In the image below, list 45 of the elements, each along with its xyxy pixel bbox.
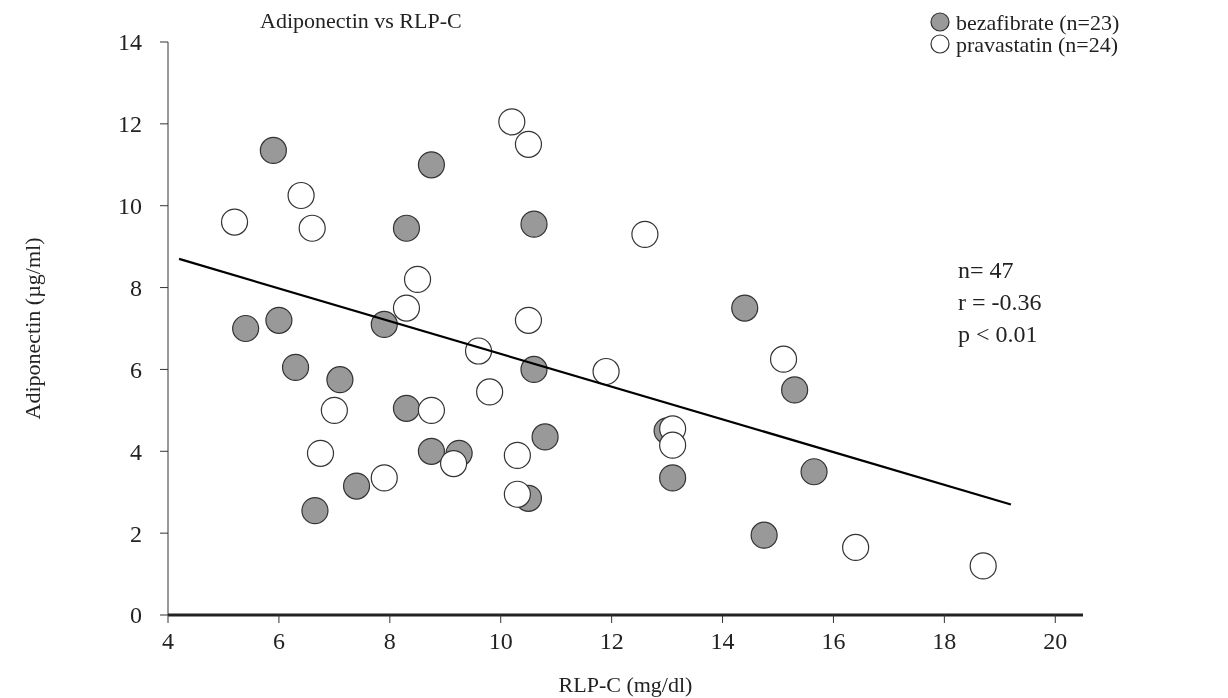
y-tick-label: 8 (130, 274, 142, 301)
y-axis-title: Adiponectin (µg/ml) (20, 237, 45, 420)
point (265, 306, 293, 334)
x-axis-title: RLP-C (mg/dl) (558, 672, 693, 697)
y-tick-label: 0 (130, 602, 142, 629)
point (281, 353, 310, 381)
x-tick-label: 10 (488, 628, 513, 654)
point (326, 366, 354, 394)
y-tick-label: 10 (118, 193, 142, 220)
annotation: r = -0.36 (958, 289, 1042, 315)
point (439, 449, 468, 478)
point (659, 464, 687, 492)
x-tick-label: 8 (383, 628, 396, 654)
point (531, 423, 559, 451)
point (392, 214, 421, 242)
annotation: p < 0.01 (958, 321, 1038, 347)
legend-label: bezafibrate (n=23) (956, 9, 1120, 35)
y-tick-label: 12 (118, 111, 142, 138)
point (800, 458, 828, 486)
y-tick-label: 2 (130, 520, 142, 547)
point (301, 497, 329, 525)
y-tick-label: 4 (130, 438, 142, 465)
point (750, 521, 778, 549)
point (520, 210, 548, 238)
point (259, 136, 287, 165)
point (342, 472, 371, 500)
x-tick-label: 20 (1043, 628, 1068, 654)
x-tick-label: 16 (821, 628, 846, 654)
point (232, 314, 260, 343)
x-tick-label: 12 (599, 628, 624, 654)
x-tick-label: 18 (932, 628, 957, 654)
point (503, 480, 531, 508)
x-tick-label: 14 (710, 628, 735, 654)
point (731, 294, 759, 322)
point (417, 151, 446, 179)
x-tick-label: 4 (162, 628, 174, 654)
point (392, 394, 421, 422)
chart-title: Adiponectin vs RLP-C (260, 8, 462, 33)
point (659, 431, 687, 459)
y-tick-label: 6 (130, 356, 142, 383)
x-tick-label: 6 (272, 628, 285, 654)
point (417, 437, 446, 465)
annotation: n= 47 (958, 257, 1014, 283)
point (781, 376, 809, 404)
y-tick-label: 14 (118, 29, 142, 56)
